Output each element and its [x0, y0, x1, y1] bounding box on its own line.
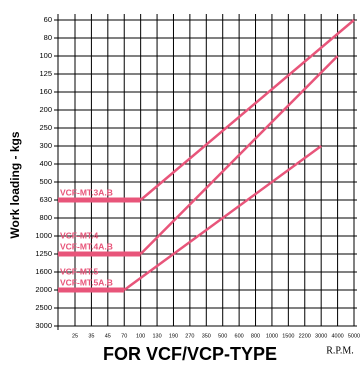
- series-label: VCF-MT.4: [60, 230, 99, 240]
- y-tick-label: 400: [39, 159, 52, 168]
- y-tick-label: 1250: [35, 249, 52, 258]
- y-tick-label: 3000: [35, 321, 52, 330]
- y-tick-label: 100: [39, 51, 52, 60]
- x-tick-label: 500: [218, 333, 227, 339]
- series-label: VCF-MT.4A.B: [60, 241, 113, 251]
- y-tick-label: 80: [44, 33, 52, 42]
- x-tick-label: 45: [105, 333, 111, 339]
- series-line: [139, 55, 339, 255]
- y-tick-label: 2000: [35, 285, 52, 294]
- x-tick-label: 1500: [282, 333, 294, 339]
- y-tick-label: 500: [39, 177, 52, 186]
- series-line: [123, 144, 322, 292]
- x-tick-label: 25: [72, 333, 78, 339]
- x-tick-label: 35: [88, 333, 94, 339]
- y-tick-label: 1000: [35, 231, 52, 240]
- y-tick-label: 60: [44, 15, 52, 24]
- x-tick-label: 190: [169, 333, 178, 339]
- x-tick-label: 130: [152, 333, 161, 339]
- series-label: VCF-MT.5A.B: [60, 277, 113, 287]
- x-tick-label: 2200: [299, 333, 311, 339]
- x-tick-label: 3000: [315, 333, 327, 339]
- x-tick-label: 350: [202, 333, 211, 339]
- y-tick-label: 160: [39, 87, 52, 96]
- y-axis-title: Work loading - kgs: [8, 131, 22, 238]
- x-unit: R.P.M.: [326, 345, 354, 356]
- x-tick-label: 1000: [266, 333, 278, 339]
- y-tick-label: 2500: [35, 303, 52, 312]
- x-tick-label: 70: [121, 333, 127, 339]
- series-label: VCF-MT.5: [60, 266, 99, 276]
- x-tick-label: 270: [185, 333, 194, 339]
- x-tick-label: 5000: [348, 333, 360, 339]
- y-tick-label: 300: [39, 141, 52, 150]
- y-tick-label: 250: [39, 123, 52, 132]
- x-tick-label: 600: [235, 333, 244, 339]
- y-tick-label: 800: [39, 213, 52, 222]
- x-tick-label: 800: [251, 333, 260, 339]
- y-tick-label: 630: [39, 195, 52, 204]
- series-label: VCF-MT.3A.B: [60, 187, 113, 197]
- x-tick-label: 4000: [331, 333, 343, 339]
- y-tick-label: 200: [39, 105, 52, 114]
- y-tick-label: 1600: [35, 267, 52, 276]
- x-axis-title: FOR VCF/VCP-TYPE: [103, 344, 277, 364]
- y-tick-label: 125: [39, 69, 52, 78]
- series-line: [139, 19, 355, 201]
- x-tick-label: 100: [136, 333, 145, 339]
